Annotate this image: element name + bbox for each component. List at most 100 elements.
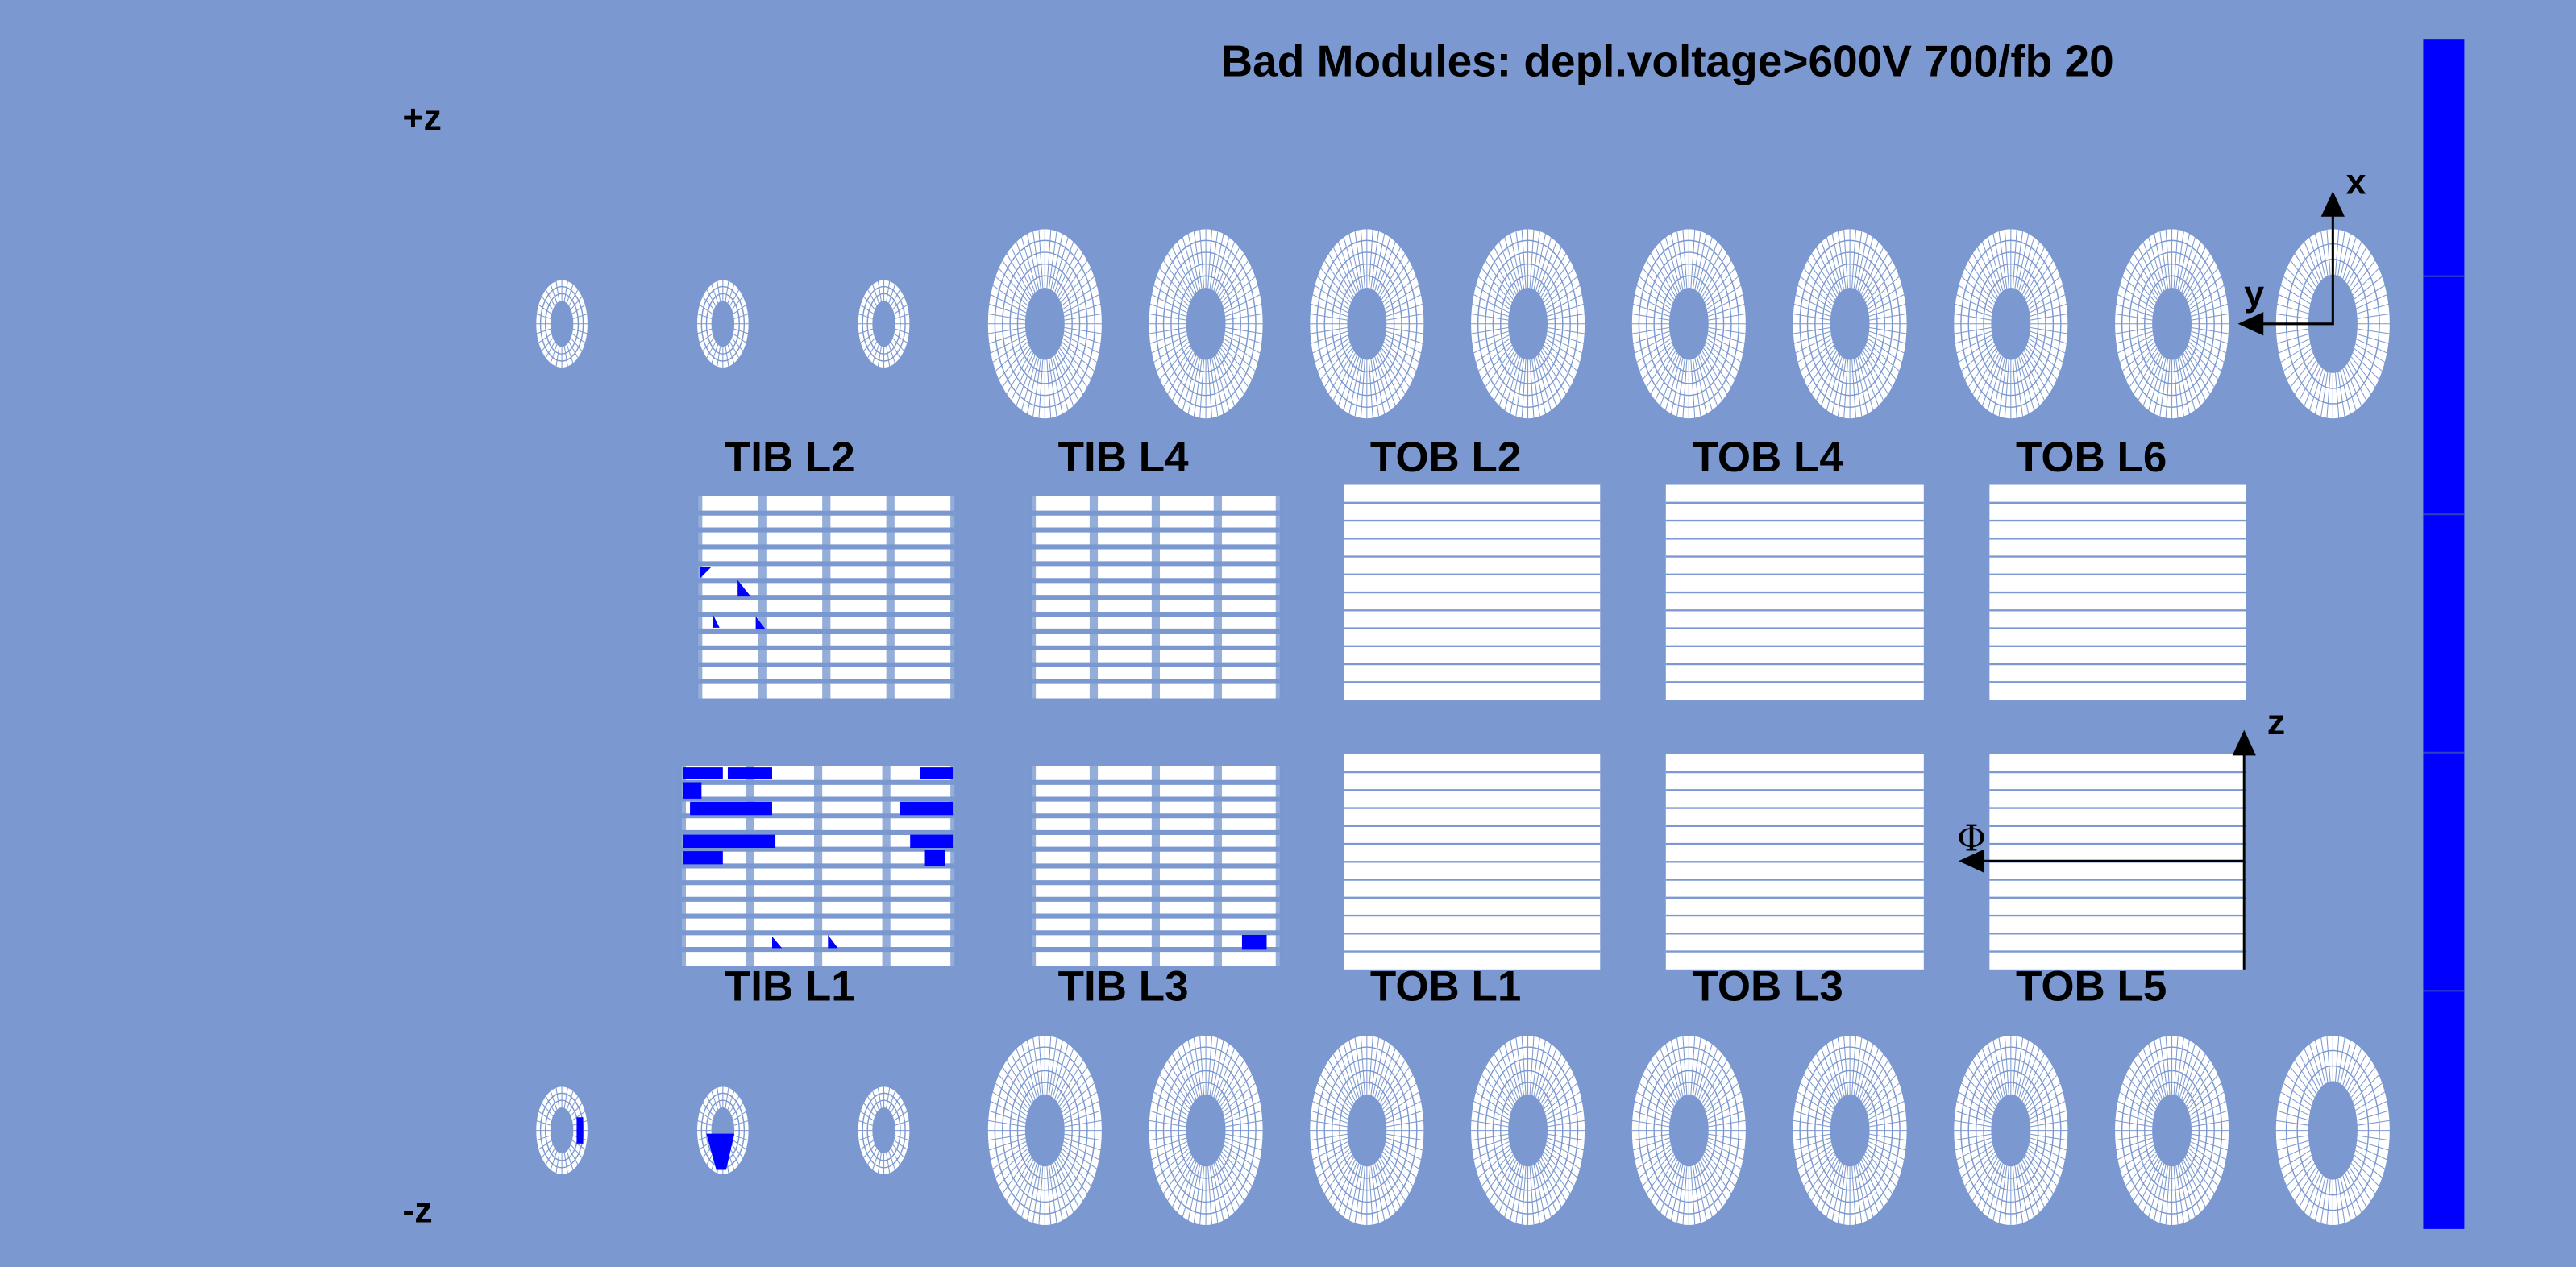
layer-gap xyxy=(1213,496,1222,699)
disk-hole xyxy=(1668,1094,1709,1167)
disk-spoke xyxy=(858,1120,873,1126)
disk-spoke xyxy=(1540,252,1567,297)
disk-spoke xyxy=(1797,1091,1833,1116)
disk-spoke xyxy=(2183,352,2206,401)
disk-hole xyxy=(1508,1094,1548,1167)
disk-spoke xyxy=(1158,1074,1190,1110)
disk-spoke xyxy=(871,1151,879,1171)
disk-spoke xyxy=(2023,1157,2050,1202)
disk-spoke xyxy=(1635,338,1672,363)
disk-spoke xyxy=(886,1153,891,1174)
disk-spoke xyxy=(2004,1035,2009,1095)
disk-spoke xyxy=(2340,1040,2351,1084)
disk-spoke xyxy=(541,1144,554,1159)
disk-spoke xyxy=(859,333,875,344)
disk-spoke xyxy=(1708,326,1747,334)
disk-spoke xyxy=(1182,236,1199,291)
disk-spoke xyxy=(699,1111,713,1121)
disk-spoke xyxy=(2021,1159,2046,1208)
disk-spoke xyxy=(2286,1074,2313,1102)
disk-spoke xyxy=(2016,358,2030,415)
disk-spoke xyxy=(1797,1144,1833,1170)
disk xyxy=(987,1034,1103,1227)
disk-spoke xyxy=(1815,352,1839,401)
z-axis-label: z xyxy=(2267,701,2285,742)
disk-spoke xyxy=(1955,1100,1992,1120)
disk-spoke xyxy=(2030,1137,2067,1151)
disk-spoke xyxy=(1010,352,1034,401)
disk-spoke xyxy=(2184,252,2211,297)
disk-spoke xyxy=(1859,355,1880,407)
disk-spoke xyxy=(1382,344,1414,380)
disk-spoke xyxy=(1149,313,1186,321)
disk-spoke xyxy=(995,341,1028,372)
disk-spoke xyxy=(1377,1159,1402,1208)
disk-spoke xyxy=(1379,1157,1406,1202)
disk-spoke xyxy=(1700,246,1723,295)
disk-spoke xyxy=(1676,1036,1685,1095)
disk-spoke xyxy=(545,1148,555,1165)
disk-spoke xyxy=(2020,1048,2040,1099)
disk-spoke xyxy=(1547,1137,1585,1151)
disk-spoke xyxy=(1837,1165,1847,1224)
disk-spoke xyxy=(1386,326,1424,334)
disk-spoke xyxy=(1632,330,1670,344)
disk-spoke xyxy=(1314,285,1349,309)
disk-spoke xyxy=(2179,1043,2196,1098)
disk-spoke xyxy=(731,338,744,352)
disk-spoke xyxy=(571,1140,586,1150)
disk-spoke xyxy=(568,1148,579,1165)
disk-spoke xyxy=(1224,338,1259,363)
disk-spoke xyxy=(729,341,740,359)
disk-spoke xyxy=(2121,341,2155,372)
disk-spoke xyxy=(545,341,555,359)
disk-spoke xyxy=(1337,241,1358,293)
disk-spoke xyxy=(1866,1148,1901,1179)
disk-spoke xyxy=(866,289,878,306)
disk-spoke xyxy=(1793,326,1830,334)
disk-spoke xyxy=(1708,1137,1746,1151)
disk-spoke xyxy=(1642,1074,1673,1110)
disk-spoke xyxy=(1960,1082,1994,1113)
disk-spoke xyxy=(2337,1178,2345,1224)
disk-spoke xyxy=(1542,1154,1572,1194)
disk xyxy=(1791,1034,1909,1227)
disk-spoke xyxy=(2354,1082,2383,1107)
disk-spoke xyxy=(1958,338,1993,363)
disk-spoke xyxy=(991,285,1028,309)
disk-spoke xyxy=(2159,1036,2169,1095)
disk-spoke xyxy=(1050,1165,1063,1222)
layer xyxy=(1344,754,1601,970)
disk-spoke xyxy=(891,289,901,306)
disk-spoke xyxy=(859,1111,875,1121)
disk-spoke xyxy=(2279,1150,2311,1170)
disk-spoke xyxy=(1038,359,1044,419)
disk-spoke xyxy=(2342,1175,2357,1218)
disk-spoke xyxy=(2117,293,2154,314)
disk-spoke xyxy=(1826,1043,1843,1098)
disk-spoke xyxy=(2349,1166,2372,1202)
disk-spoke xyxy=(1868,285,1903,309)
disk-spoke xyxy=(1489,1157,1515,1202)
disk-spoke xyxy=(1048,231,1057,289)
disk-spoke xyxy=(1386,303,1423,317)
disk-spoke xyxy=(563,280,568,302)
disk-spoke xyxy=(1634,293,1671,314)
disk-spoke xyxy=(1354,1036,1364,1095)
disk-spoke xyxy=(555,1086,560,1108)
disk-spoke xyxy=(1372,1165,1386,1222)
disk-spoke xyxy=(1059,1066,1088,1107)
bad-module xyxy=(683,767,723,779)
disk xyxy=(1308,227,1425,420)
bad-module xyxy=(576,1117,584,1144)
disk-spoke xyxy=(1806,347,1836,388)
disk-spoke xyxy=(2320,1036,2329,1082)
disk-spoke xyxy=(858,328,873,334)
disk-spoke xyxy=(1660,1048,1680,1099)
disk-spoke xyxy=(699,333,713,344)
disk-spoke xyxy=(2020,355,2040,407)
disk-spoke xyxy=(1225,313,1264,321)
disk-spoke xyxy=(2028,1144,2064,1170)
disk-spoke xyxy=(2357,1140,2390,1151)
disk-spoke xyxy=(2016,1040,2030,1097)
